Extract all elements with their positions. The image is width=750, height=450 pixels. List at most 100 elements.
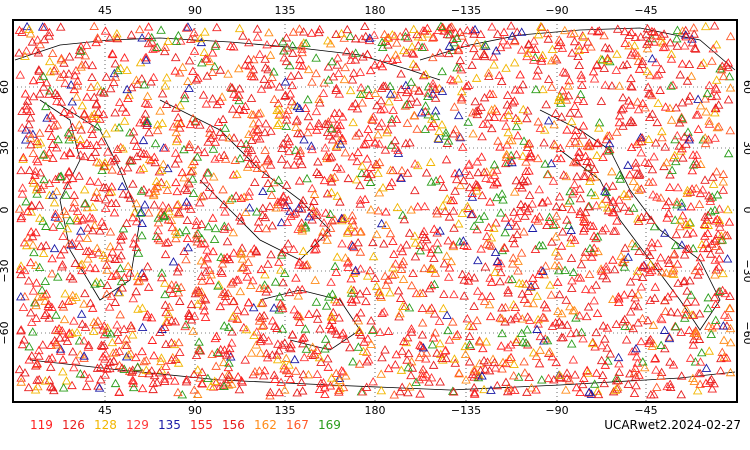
station-marker (161, 361, 171, 370)
station-marker (38, 216, 48, 225)
station-marker (186, 299, 197, 309)
station-marker (219, 199, 229, 209)
station-marker (298, 338, 308, 348)
station-marker (163, 237, 173, 246)
station-marker (133, 304, 143, 313)
station-marker (410, 252, 421, 261)
station-marker (472, 109, 483, 119)
station-marker (271, 203, 281, 212)
station-marker (413, 160, 423, 170)
station-marker (546, 55, 557, 65)
station-marker (88, 326, 99, 335)
station-marker (309, 245, 320, 254)
station-marker (82, 92, 92, 101)
station-marker (665, 357, 675, 366)
station-marker (523, 48, 533, 57)
station-marker (255, 108, 266, 117)
station-marker (103, 147, 113, 156)
station-marker (386, 118, 397, 127)
station-marker (340, 253, 351, 262)
station-marker (524, 372, 534, 382)
station-marker (52, 90, 63, 99)
station-marker (252, 163, 263, 172)
station-marker (419, 263, 429, 273)
station-marker (181, 374, 192, 384)
station-marker (671, 33, 682, 43)
station-marker (603, 205, 614, 215)
station-marker (543, 74, 554, 83)
station-marker (573, 152, 583, 161)
station-marker (490, 247, 501, 257)
station-marker (592, 386, 603, 395)
station-marker (284, 146, 294, 156)
station-marker (228, 248, 239, 257)
station-marker (130, 352, 141, 362)
station-marker (316, 232, 326, 241)
station-marker (193, 144, 203, 154)
station-marker (448, 34, 458, 44)
station-marker (396, 173, 406, 182)
station-marker (538, 312, 548, 321)
station-marker (110, 254, 120, 263)
station-marker (565, 108, 575, 117)
station-marker (426, 114, 437, 123)
station-marker (421, 168, 432, 177)
station-marker (680, 30, 691, 39)
station-marker (182, 185, 192, 194)
station-marker (262, 80, 273, 89)
station-marker (131, 75, 142, 84)
station-marker (385, 288, 395, 297)
station-marker (82, 233, 93, 242)
station-marker (530, 44, 541, 54)
station-marker (522, 325, 532, 334)
station-marker (601, 134, 612, 144)
station-marker (688, 373, 698, 383)
station-marker (583, 302, 594, 311)
station-marker (116, 250, 126, 260)
station-marker (480, 364, 491, 373)
station-marker (596, 54, 606, 63)
station-marker (192, 365, 203, 374)
station-marker (389, 31, 400, 40)
station-marker (616, 251, 626, 260)
station-marker (173, 288, 184, 297)
lon-tick-bottom: −45 (634, 404, 657, 417)
station-marker (576, 70, 586, 79)
station-marker (372, 100, 382, 110)
station-marker (664, 182, 675, 192)
station-marker (272, 323, 282, 332)
station-marker (399, 214, 410, 224)
station-marker (531, 385, 541, 394)
station-marker (526, 383, 537, 392)
station-marker (172, 119, 183, 128)
station-marker (712, 214, 723, 223)
station-marker (199, 293, 210, 302)
station-marker (598, 270, 608, 280)
station-marker (553, 277, 563, 286)
station-marker (85, 140, 96, 150)
station-marker (104, 187, 115, 197)
station-marker (516, 248, 527, 257)
station-marker (22, 104, 32, 114)
station-marker (607, 166, 617, 176)
station-marker (547, 82, 557, 91)
station-marker (503, 342, 513, 352)
station-marker (712, 190, 723, 199)
station-marker (74, 120, 85, 129)
station-marker (472, 157, 483, 166)
station-marker (325, 223, 336, 232)
station-marker (625, 277, 636, 286)
station-marker (109, 68, 120, 78)
station-marker (628, 176, 639, 186)
station-marker (290, 145, 301, 154)
station-marker (77, 215, 87, 224)
station-marker (515, 206, 525, 216)
station-marker (255, 49, 265, 58)
station-marker (645, 89, 655, 98)
station-marker (227, 83, 238, 92)
station-marker (137, 230, 147, 240)
station-marker (244, 187, 255, 196)
station-marker (460, 341, 471, 351)
station-marker (414, 352, 425, 362)
station-marker (609, 226, 619, 235)
